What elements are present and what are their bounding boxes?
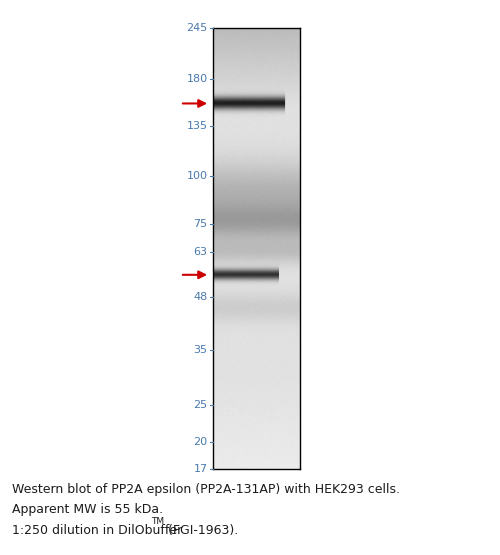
Text: 1:250 dilution in DilObuffer: 1:250 dilution in DilObuffer (12, 524, 183, 537)
Text: 25: 25 (194, 400, 207, 410)
Text: 245: 245 (186, 23, 208, 33)
Text: 63: 63 (194, 248, 207, 258)
Text: 75: 75 (194, 219, 207, 229)
Text: 17: 17 (194, 464, 207, 474)
Text: 48: 48 (193, 292, 208, 302)
Text: 20: 20 (194, 437, 207, 447)
Text: Apparent MW is 55 kDa.: Apparent MW is 55 kDa. (12, 503, 164, 516)
Text: TM: TM (152, 517, 164, 526)
Text: 135: 135 (186, 122, 208, 132)
Text: Western blot of PP2A epsilon (PP2A-131AP) with HEK293 cells.: Western blot of PP2A epsilon (PP2A-131AP… (12, 483, 400, 496)
Text: 35: 35 (194, 345, 207, 355)
Text: 180: 180 (186, 74, 208, 84)
Text: (FGI-1963).: (FGI-1963). (164, 524, 238, 537)
Text: 100: 100 (186, 171, 208, 181)
